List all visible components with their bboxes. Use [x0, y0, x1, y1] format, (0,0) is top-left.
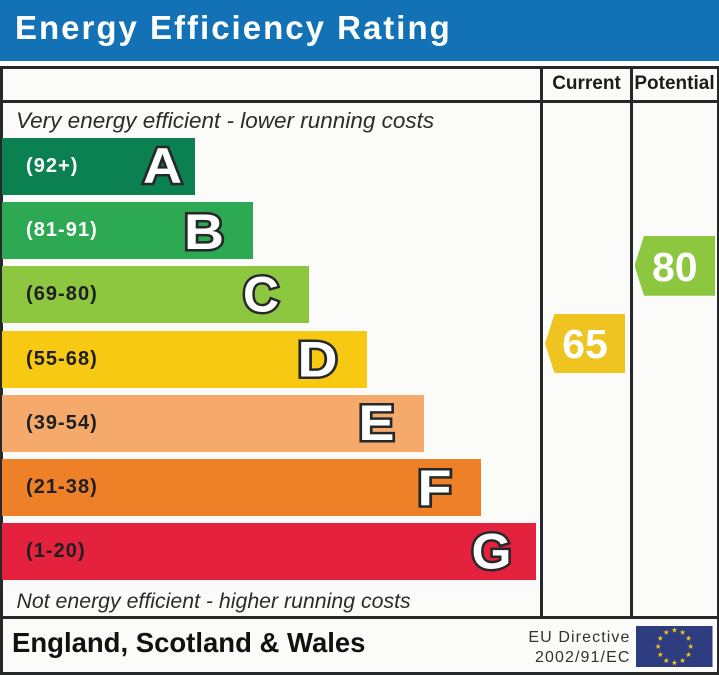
svg-text:F: F [418, 460, 452, 516]
svg-text:E: E [359, 395, 395, 451]
svg-text:A: A [143, 138, 182, 194]
svg-text:D: D [298, 332, 338, 388]
svg-text:G: G [472, 524, 512, 580]
svg-text:C: C [243, 267, 279, 323]
svg-text:B: B [184, 204, 224, 260]
